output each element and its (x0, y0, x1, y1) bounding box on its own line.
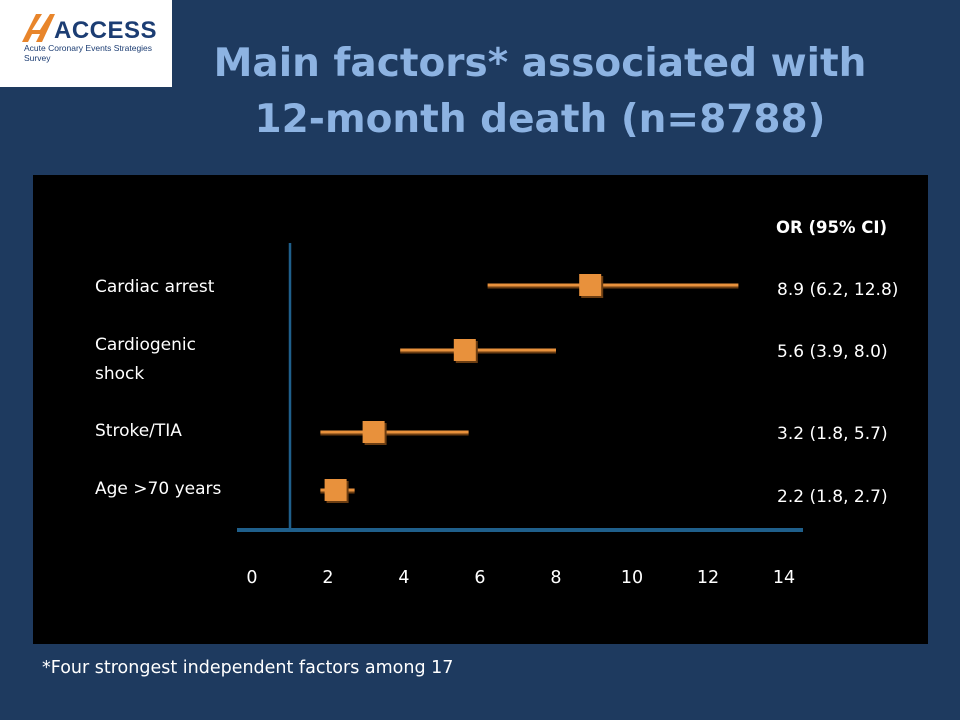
x-tick-label: 6 (474, 568, 485, 588)
access-logo-icon (22, 14, 55, 42)
x-tick-label: 10 (621, 568, 643, 588)
forest-plot: 0 2 4 6 8 10 12 14 OR (95% CI) Cardiac arrest 8.9 … (95, 218, 898, 588)
or-marker (324, 479, 347, 501)
row-label: Cardiac arrest (95, 277, 215, 297)
x-tick-label: 14 (773, 568, 795, 588)
or-marker (453, 339, 476, 361)
x-tick-label: 8 (550, 568, 561, 588)
x-tick-label: 0 (246, 568, 257, 588)
or-ci-header: OR (95% CI) (776, 218, 887, 237)
logo-wordmark: ACCESS (54, 17, 158, 44)
ci-value-label: 5.6 (3.9, 8.0) (777, 342, 888, 362)
logo-tagline: Acute Coronary Events Strategies Survey (24, 43, 153, 63)
footnote: *Four strongest independent factors amon… (42, 658, 454, 678)
ci-value-label: 8.9 (6.2, 12.8) (777, 280, 898, 300)
x-tick-label: 4 (398, 568, 409, 588)
or-marker (579, 274, 602, 296)
logo: ACCESS Acute Coronary Events Strategies … (0, 0, 172, 87)
title-line-1: Main factors* associated with (213, 41, 867, 86)
row-label: shock (95, 364, 144, 384)
ci-value-label: 3.2 (1.8, 5.7) (777, 424, 888, 444)
row-label: Stroke/TIA (95, 421, 182, 441)
ci-value-label: 2.2 (1.8, 2.7) (777, 487, 888, 507)
title-line-2: 12-month death (n=8788) (254, 97, 826, 142)
logo-mark-shape (22, 14, 55, 42)
x-tick-label: 2 (322, 568, 333, 588)
row-label: Cardiogenic (95, 335, 196, 355)
forest-plot-panel: 0 2 4 6 8 10 12 14 OR (95% CI) Cardiac arrest 8.9 … (33, 175, 928, 644)
row-label: Age >70 years (95, 479, 221, 499)
x-tick-label: 12 (697, 568, 719, 588)
or-marker (362, 421, 385, 443)
page-title: Main factors* associated with 12-month d… (200, 36, 880, 148)
